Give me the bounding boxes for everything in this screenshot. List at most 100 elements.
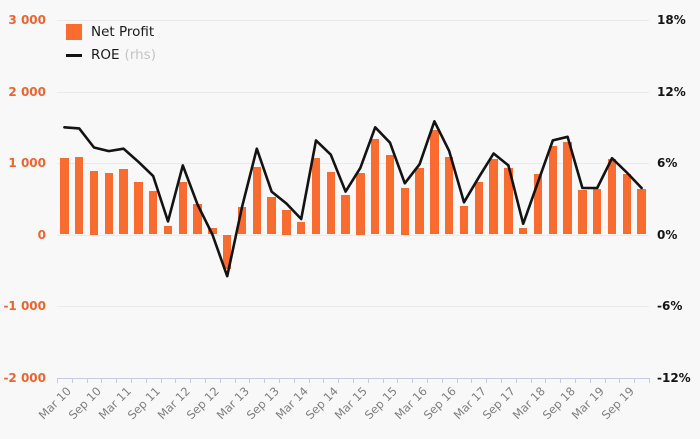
net-profit-bar[interactable]: [489, 159, 498, 235]
net-profit-bar[interactable]: [563, 141, 572, 235]
net-profit-bar[interactable]: [444, 156, 454, 235]
net-profit-bar[interactable]: [252, 166, 262, 235]
x-axis-tick: [545, 377, 547, 383]
net-profit-bar[interactable]: [193, 204, 202, 235]
x-axis-tick: [71, 377, 73, 383]
x-axis-tick: [190, 377, 192, 383]
right-axis-tick-label: -12%: [657, 370, 691, 385]
net-profit-bar[interactable]: [163, 226, 173, 235]
x-axis-tick: [589, 377, 591, 383]
x-axis-tick: [234, 377, 236, 383]
x-axis-tick: [249, 377, 251, 383]
x-axis-tick: [264, 377, 266, 383]
net-profit-bar[interactable]: [607, 159, 617, 235]
net-profit-bar[interactable]: [341, 194, 350, 235]
net-profit-swatch-icon: [66, 24, 82, 40]
x-axis-tick: [57, 377, 58, 383]
x-axis-tick: [338, 377, 340, 383]
h-gridline: [57, 306, 649, 307]
net-profit-bar[interactable]: [74, 156, 84, 235]
net-profit-bar[interactable]: [592, 189, 602, 235]
legend-label-roe: ROE: [91, 47, 120, 63]
x-axis-tick: [131, 377, 132, 383]
net-profit-bar[interactable]: [89, 170, 99, 235]
net-profit-bar[interactable]: [267, 196, 276, 235]
net-profit-bar[interactable]: [459, 206, 469, 235]
x-axis-tick: [293, 377, 295, 383]
x-axis-tick: [412, 377, 414, 383]
net-profit-bar[interactable]: [578, 190, 587, 235]
x-axis-tick: [86, 377, 88, 383]
net-profit-bar[interactable]: [356, 173, 365, 235]
x-axis-tick: [308, 377, 310, 383]
h-gridline: [57, 234, 649, 236]
x-axis-tick: [634, 377, 636, 383]
net-profit-bar[interactable]: [282, 209, 291, 235]
x-axis-tick: [116, 377, 118, 383]
left-axis-tick-label: -1 000: [3, 299, 46, 313]
net-profit-bar[interactable]: [385, 155, 395, 235]
net-profit-bar[interactable]: [415, 168, 424, 235]
x-axis-tick: [427, 377, 428, 383]
legend-label-net-profit: Net Profit: [91, 24, 155, 40]
x-axis-tick: [486, 377, 488, 383]
net-profit-bar[interactable]: [518, 228, 528, 235]
legend-item-net-profit[interactable]: Net Profit: [66, 24, 156, 40]
left-axis-tick-label: 2 000: [8, 84, 46, 99]
x-axis-tick: [279, 377, 280, 383]
x-axis-tick: [397, 377, 399, 383]
net-profit-bar[interactable]: [430, 130, 439, 235]
x-axis-tick: [471, 377, 473, 383]
x-axis-tick: [530, 377, 532, 383]
net-profit-bar[interactable]: [119, 169, 128, 235]
x-axis-tick: [560, 377, 562, 383]
roe-line-swatch-icon: [66, 53, 82, 57]
right-axis-tick-label: 18%: [657, 13, 686, 27]
net-profit-bar[interactable]: [370, 139, 380, 235]
x-axis-tick: [649, 377, 650, 383]
net-profit-bar[interactable]: [222, 234, 232, 270]
net-profit-bar[interactable]: [208, 228, 217, 235]
net-profit-bar[interactable]: [178, 181, 188, 235]
x-axis-tick: [382, 377, 384, 383]
right-axis-tick-label: 12%: [657, 84, 686, 99]
x-axis-tick: [160, 377, 162, 383]
x-axis-tick: [101, 377, 103, 383]
x-axis-tick: [175, 377, 177, 383]
net-profit-bar[interactable]: [134, 181, 143, 235]
h-gridline: [57, 91, 649, 93]
h-gridline: [57, 20, 649, 21]
left-axis-tick-label: 1 000: [8, 156, 46, 170]
x-axis-tick: [604, 377, 606, 383]
x-axis-tick: [219, 377, 221, 383]
x-axis-tick: [205, 377, 206, 383]
net-profit-bar[interactable]: [637, 188, 646, 235]
x-axis-tick: [515, 377, 517, 383]
net-profit-bar[interactable]: [237, 206, 247, 235]
x-axis-tick: [501, 377, 502, 383]
left-axis-tick-label: 3 000: [8, 13, 46, 27]
net-profit-bar[interactable]: [474, 182, 484, 235]
net-profit-bar[interactable]: [296, 222, 306, 235]
net-profit-bar[interactable]: [548, 145, 558, 235]
x-axis-tick: [441, 377, 443, 383]
x-axis-tick: [575, 377, 576, 383]
net-profit-bar[interactable]: [60, 158, 69, 235]
legend-label-roe-suffix: (rhs): [124, 47, 156, 63]
right-axis-tick-label: 0%: [657, 227, 678, 242]
net-profit-bar[interactable]: [148, 190, 158, 235]
left-axis-tick-label: -2 000: [3, 370, 46, 385]
net-profit-bar[interactable]: [622, 174, 632, 235]
net-profit-bar[interactable]: [311, 157, 321, 235]
net-profit-bar[interactable]: [400, 188, 410, 235]
net-profit-bar[interactable]: [533, 174, 543, 235]
right-axis-tick-label: 6%: [657, 156, 678, 170]
x-axis-tick: [323, 377, 325, 383]
legend-item-roe[interactable]: ROE (rhs): [66, 47, 156, 63]
net-profit-bar[interactable]: [504, 168, 513, 235]
net-profit-bar[interactable]: [326, 171, 336, 235]
right-axis-tick-label: -6%: [657, 299, 683, 313]
net-profit-bar[interactable]: [104, 172, 114, 235]
